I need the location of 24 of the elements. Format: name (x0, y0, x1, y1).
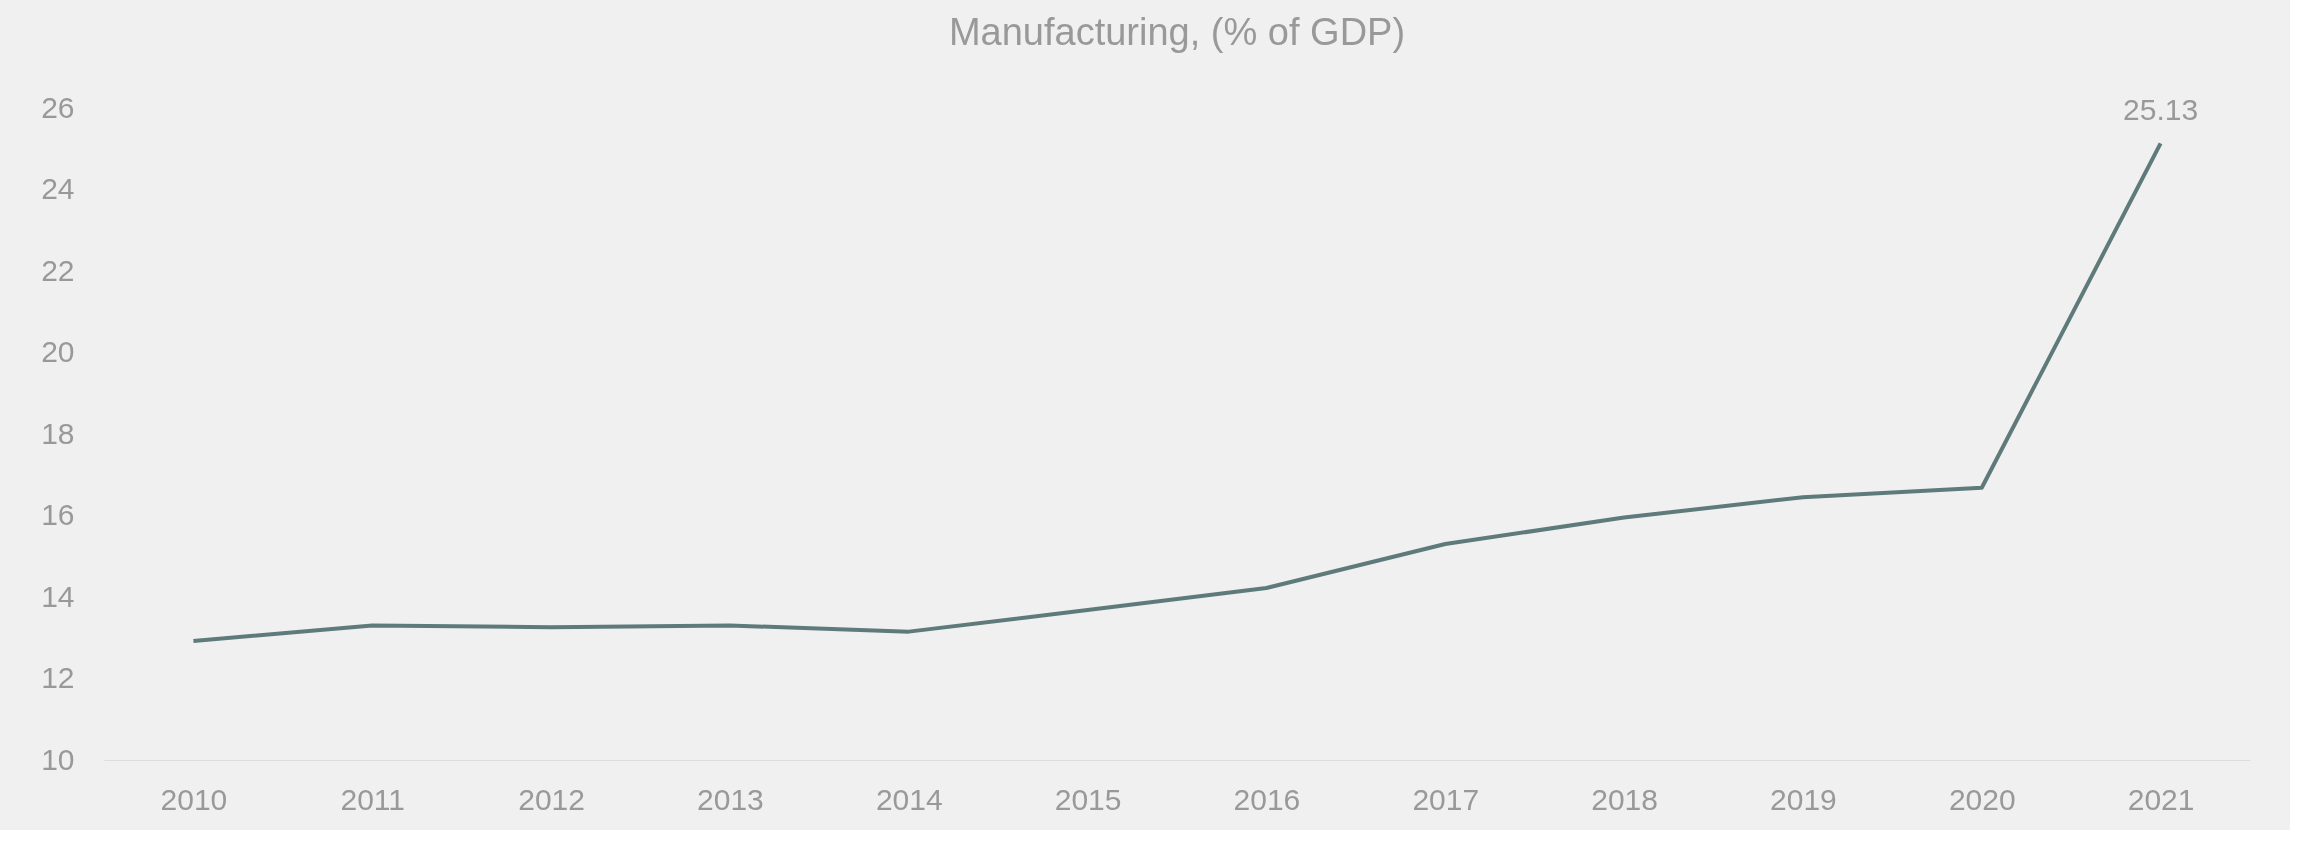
x-tick-label: 2010 (160, 782, 228, 816)
y-tick-label: 18 (41, 416, 75, 450)
x-tick-label: 2018 (1591, 782, 1658, 816)
data-label: 25.13 (2123, 93, 2199, 127)
y-tick-label: 10 (41, 742, 75, 776)
y-tick-label: 22 (41, 253, 75, 287)
x-tick-label: 2015 (1054, 782, 1122, 816)
x-tick-label: 2017 (1412, 782, 1480, 816)
line-series (191, 141, 2163, 644)
x-tick-label: 2019 (1770, 782, 1837, 816)
x-tick-label: 2012 (518, 782, 585, 816)
y-tick-label: 26 (41, 90, 75, 124)
x-tick-label: 2020 (1948, 782, 2016, 816)
chart-title: Manufacturing, (% of GDP) (948, 11, 1406, 53)
x-tick-label: 2014 (875, 782, 943, 816)
y-tick-label: 16 (41, 498, 75, 531)
x-tick-label: 2013 (697, 782, 764, 816)
y-tick-label: 12 (41, 661, 75, 694)
y-tick-label: 24 (41, 172, 75, 205)
y-tick-label: 20 (41, 335, 75, 368)
x-tick-label: 2021 (2127, 782, 2195, 816)
x-tick-label: 2016 (1233, 782, 1301, 816)
x-tick-label: 2011 (340, 782, 406, 816)
y-tick-label: 14 (41, 579, 75, 613)
